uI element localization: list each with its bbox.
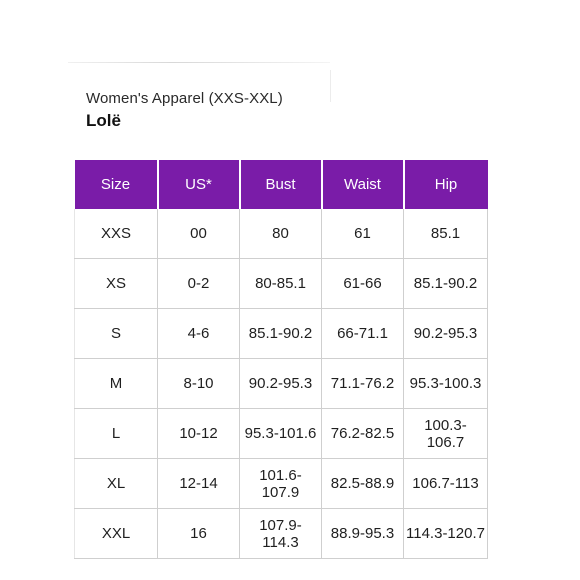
cell-waist: 61-66 <box>321 258 404 309</box>
cell-waist: 71.1-76.2 <box>321 358 404 409</box>
cell-hip: 85.1 <box>403 209 488 259</box>
cell-us: 4-6 <box>157 308 240 359</box>
cell-hip: 106.7-113 <box>403 458 488 509</box>
cell-bust: 107.9-114.3 <box>239 508 322 559</box>
column-header-waist: Waist <box>321 160 405 209</box>
brand-name: Lolë <box>86 111 121 130</box>
table-row: S 4-6 85.1-90.2 66-71.1 90.2-95.3 <box>74 308 488 359</box>
cell-bust: 80-85.1 <box>239 258 322 309</box>
column-header-hip: Hip <box>403 160 488 209</box>
table-row: XXS 00 80 61 85.1 <box>74 209 488 259</box>
column-header-size: Size <box>74 160 159 209</box>
cell-size: L <box>74 408 158 459</box>
cell-waist: 88.9-95.3 <box>321 508 404 559</box>
cell-size: XS <box>74 258 158 309</box>
cell-size: S <box>74 308 158 359</box>
cell-size: XL <box>74 458 158 509</box>
cell-waist: 61 <box>321 209 404 259</box>
cell-us: 16 <box>157 508 240 559</box>
cell-us: 12-14 <box>157 458 240 509</box>
table-row: L 10-12 95.3-101.6 76.2-82.5 100.3-106.7 <box>74 408 488 459</box>
table-header-row: Size US* Bust Waist Hip <box>74 160 488 209</box>
cell-us: 0-2 <box>157 258 240 309</box>
column-header-bust: Bust <box>239 160 323 209</box>
size-chart-table: Size US* Bust Waist Hip XXS 00 80 61 85.… <box>74 160 488 559</box>
top-divider <box>68 62 330 63</box>
cell-waist: 66-71.1 <box>321 308 404 359</box>
cell-us: 8-10 <box>157 358 240 409</box>
cell-us: 10-12 <box>157 408 240 459</box>
cell-hip: 85.1-90.2 <box>403 258 488 309</box>
cell-size: M <box>74 358 158 409</box>
column-header-us: US* <box>157 160 241 209</box>
side-divider <box>330 70 331 102</box>
table-row: M 8-10 90.2-95.3 71.1-76.2 95.3-100.3 <box>74 358 488 409</box>
cell-bust: 90.2-95.3 <box>239 358 322 409</box>
cell-bust: 85.1-90.2 <box>239 308 322 359</box>
cell-hip: 114.3-120.7 <box>403 508 488 559</box>
cell-size: XXS <box>74 209 158 259</box>
cell-size: XXL <box>74 508 158 559</box>
cell-hip: 90.2-95.3 <box>403 308 488 359</box>
page-subtitle: Women's Apparel (XXS-XXL) <box>86 90 283 107</box>
cell-waist: 82.5-88.9 <box>321 458 404 509</box>
table-row: XS 0-2 80-85.1 61-66 85.1-90.2 <box>74 258 488 309</box>
cell-bust: 95.3-101.6 <box>239 408 322 459</box>
table-row: XL 12-14 101.6-107.9 82.5-88.9 106.7-113 <box>74 458 488 509</box>
cell-waist: 76.2-82.5 <box>321 408 404 459</box>
cell-bust: 101.6-107.9 <box>239 458 322 509</box>
cell-hip: 95.3-100.3 <box>403 358 488 409</box>
cell-hip: 100.3-106.7 <box>403 408 488 459</box>
table-row: XXL 16 107.9-114.3 88.9-95.3 114.3-120.7 <box>74 508 488 559</box>
cell-us: 00 <box>157 209 240 259</box>
cell-bust: 80 <box>239 209 322 259</box>
